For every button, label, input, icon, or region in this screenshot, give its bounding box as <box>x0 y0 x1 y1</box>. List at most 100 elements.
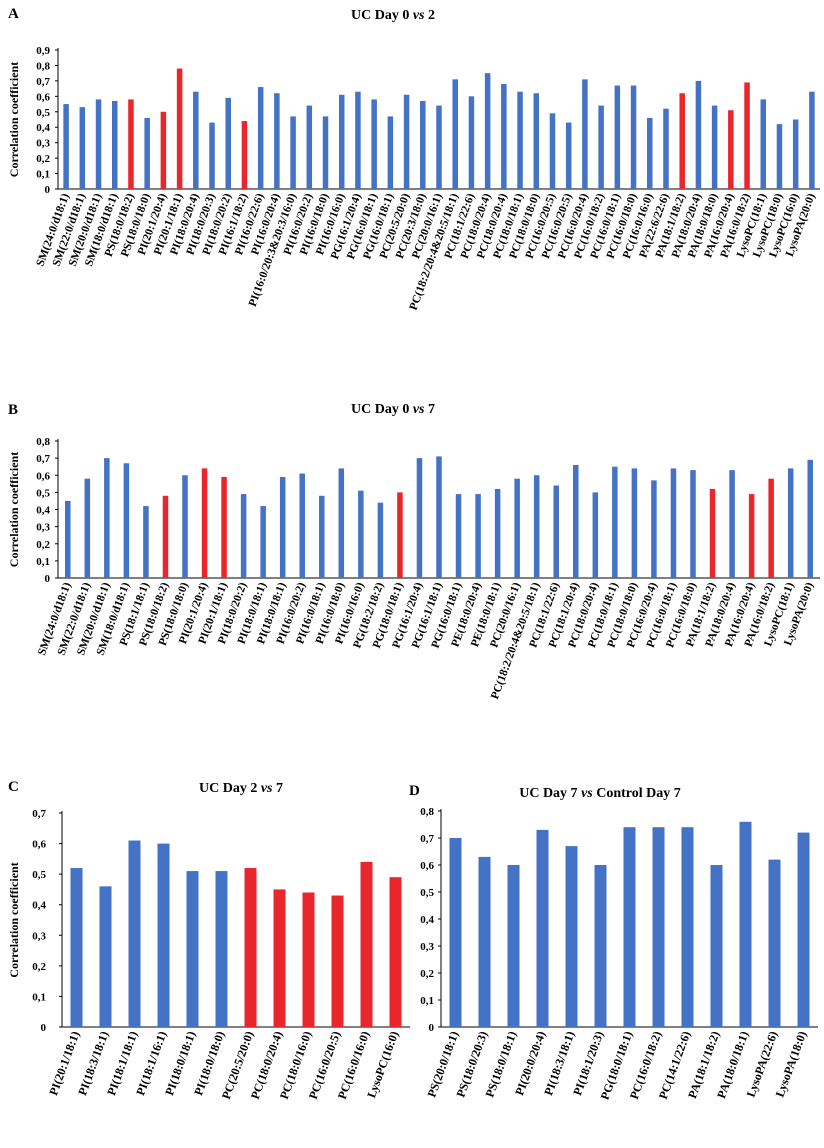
bar <box>193 91 199 189</box>
bar <box>123 463 130 578</box>
bar <box>65 500 71 578</box>
bar <box>143 506 149 578</box>
bar <box>592 492 599 578</box>
bar <box>533 93 540 189</box>
bar <box>338 94 345 189</box>
bar <box>420 100 426 189</box>
chart-title: UC Day 0 vs 2 <box>351 8 435 23</box>
bar <box>768 859 781 1027</box>
bar <box>290 116 296 189</box>
bar <box>494 488 501 578</box>
bar <box>709 488 716 578</box>
bar <box>436 456 442 578</box>
bar <box>160 111 167 189</box>
bar <box>128 840 141 1027</box>
bar <box>306 105 313 189</box>
bar <box>594 865 607 1027</box>
bar <box>598 105 604 189</box>
bar <box>807 459 813 578</box>
bar <box>111 100 118 189</box>
bar <box>663 108 669 189</box>
bar <box>623 827 636 1027</box>
bar <box>157 843 170 1027</box>
bar <box>176 68 183 189</box>
bar <box>240 494 247 578</box>
bar <box>70 868 83 1027</box>
bar <box>186 871 199 1027</box>
bar <box>416 458 423 578</box>
y-tick-label: 0,7 <box>36 76 50 88</box>
bar <box>573 464 579 578</box>
y-tick-label: 0,3 <box>36 138 50 150</box>
bar <box>209 122 215 189</box>
y-tick-label: 0,2 <box>36 539 50 551</box>
bar <box>679 93 685 189</box>
bar <box>681 827 694 1027</box>
bar <box>225 97 231 189</box>
bar <box>128 99 134 189</box>
bar <box>748 494 755 578</box>
y-axis-label: Correlation coefficient <box>7 452 21 567</box>
bar <box>201 468 208 578</box>
bar <box>279 476 286 578</box>
bar <box>273 889 286 1027</box>
bar <box>797 832 810 1027</box>
y-tick-label: 0,6 <box>32 839 46 851</box>
bar <box>144 117 150 189</box>
bar <box>257 87 264 189</box>
bar <box>792 119 799 189</box>
bar <box>449 838 462 1027</box>
bar <box>776 124 783 189</box>
y-tick-label: 0,9 <box>36 45 50 57</box>
y-tick-label: 0,6 <box>36 470 50 482</box>
bar <box>768 478 774 578</box>
bar <box>389 877 402 1027</box>
bar <box>760 99 767 189</box>
bar <box>387 116 394 189</box>
y-tick-label: 0,5 <box>420 887 434 899</box>
panel-label: B <box>8 402 18 418</box>
bar <box>260 506 266 578</box>
y-tick-label: 0 <box>45 184 51 196</box>
y-tick-label: 0,5 <box>36 107 50 119</box>
bar <box>274 93 280 189</box>
bar <box>695 80 702 189</box>
y-tick-label: 0,3 <box>36 522 50 534</box>
bar <box>322 116 329 189</box>
y-tick-label: 0 <box>45 573 51 585</box>
bar <box>475 494 481 578</box>
bar <box>182 475 188 578</box>
bar <box>501 83 507 189</box>
bar <box>533 475 540 578</box>
bar <box>360 861 373 1027</box>
y-tick-label: 0,2 <box>36 153 50 165</box>
bar <box>728 110 734 189</box>
y-tick-label: 0,1 <box>36 169 50 181</box>
y-tick-label: 0,8 <box>36 436 50 448</box>
y-tick-label: 0,3 <box>420 941 434 953</box>
bar <box>631 468 638 578</box>
bar <box>514 478 520 578</box>
bar <box>358 490 364 578</box>
bar <box>302 892 315 1027</box>
bar <box>331 895 344 1027</box>
bar <box>478 856 491 1027</box>
bar <box>614 85 621 189</box>
bar <box>468 96 475 189</box>
bar <box>565 122 572 189</box>
bar <box>455 494 462 578</box>
y-tick-label: 0,1 <box>420 995 434 1007</box>
bar <box>215 871 228 1027</box>
bar <box>403 94 410 189</box>
chart-title: UC Day 7 vs Control Day 7 <box>519 786 681 801</box>
y-tick-label: 0,4 <box>36 122 50 134</box>
bar <box>99 886 112 1027</box>
y-tick-label: 0,6 <box>420 860 434 872</box>
bar <box>377 502 384 578</box>
chart-panel-d: D UC Day 7 vs Control Day 7 0 0,1 0,2 0,3 0,4 0… <box>409 783 818 1102</box>
bar <box>299 473 305 578</box>
bar <box>549 113 556 189</box>
chart-panel-b: B UC Day 0 vs 7 0 0,1 0,2 0,3 0,4 0,5 0,6 0,7 0,8 C… <box>7 402 820 701</box>
bar <box>711 105 718 189</box>
